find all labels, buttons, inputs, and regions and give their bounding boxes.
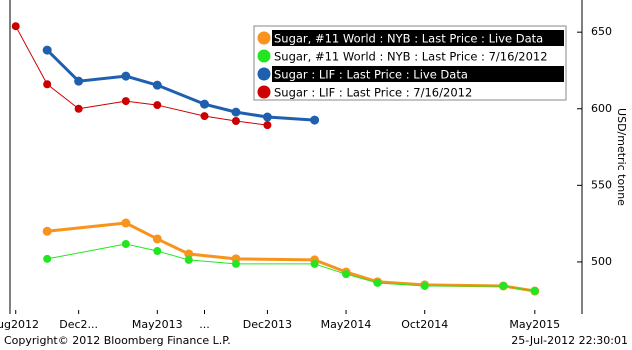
x-tick-label: May2014 bbox=[321, 318, 372, 331]
plot: 500 550 600 650 ug2012 Dec2... May2013... Dec20… bbox=[0, 22, 612, 331]
legend-swatch bbox=[257, 85, 271, 99]
legend: Sugar, #11 World : NYB : Last Price : Li… bbox=[253, 25, 567, 101]
data-point bbox=[184, 255, 193, 264]
x-tick-label: Dec2013 bbox=[243, 318, 292, 331]
data-point bbox=[153, 247, 162, 256]
x-tick-label: May2013 bbox=[132, 318, 183, 331]
data-point bbox=[121, 71, 131, 81]
data-point bbox=[121, 218, 131, 228]
series-line bbox=[46, 49, 315, 122]
legend-highlight bbox=[272, 66, 564, 82]
data-point bbox=[262, 112, 272, 122]
y-axis-title: USD/metric tonne bbox=[615, 108, 628, 206]
legend-swatch bbox=[257, 31, 271, 45]
data-point bbox=[231, 107, 241, 117]
legend-highlight bbox=[272, 30, 564, 46]
data-point bbox=[231, 117, 240, 126]
footer-timestamp: 25-Jul-2012 22:30:01 bbox=[511, 334, 628, 347]
data-point bbox=[11, 22, 20, 31]
footer-copyright: Copyright© 2012 Bloomberg Finance L.P. bbox=[4, 334, 231, 347]
x-tick-label: May2015 bbox=[509, 318, 560, 331]
data-point bbox=[121, 97, 130, 106]
data-point bbox=[263, 121, 272, 130]
data-point bbox=[310, 115, 320, 125]
legend-label: Sugar : LIF : Last Price : Live Data bbox=[274, 68, 468, 82]
y-tick-label: 600 bbox=[591, 102, 612, 115]
data-point bbox=[74, 76, 84, 86]
data-point bbox=[420, 281, 429, 290]
legend-label: Sugar, #11 World : NYB : Last Price : Li… bbox=[274, 32, 543, 46]
data-point bbox=[152, 234, 162, 244]
y-tick-label: 500 bbox=[591, 255, 612, 268]
x-tick-label: Dec2... bbox=[59, 318, 98, 331]
data-point bbox=[231, 259, 240, 268]
y-tick-label: 550 bbox=[591, 178, 612, 191]
legend-label: Sugar, #11 World : NYB : Last Price : 7/… bbox=[274, 50, 548, 64]
data-point bbox=[42, 226, 52, 236]
legend-label: Sugar : LIF : Last Price : 7/16/2012 bbox=[274, 86, 472, 100]
series-line bbox=[15, 25, 268, 126]
data-point bbox=[42, 45, 52, 55]
data-point bbox=[184, 249, 194, 259]
data-point bbox=[43, 80, 52, 89]
data-point bbox=[121, 240, 130, 249]
x-tick-label: ... bbox=[199, 318, 210, 331]
data-point bbox=[199, 99, 209, 109]
legend-swatch bbox=[257, 49, 271, 63]
data-point bbox=[499, 281, 508, 290]
data-point bbox=[310, 259, 319, 268]
data-point bbox=[373, 278, 382, 287]
x-tick-label: Oct2014 bbox=[401, 318, 448, 331]
data-point bbox=[152, 80, 162, 90]
data-point bbox=[342, 270, 351, 279]
data-point bbox=[153, 101, 162, 110]
data-point bbox=[43, 254, 52, 263]
data-point bbox=[530, 287, 539, 296]
x-tick-label: ug2012 bbox=[0, 318, 39, 331]
data-point bbox=[74, 104, 83, 113]
y-tick-label: 650 bbox=[591, 25, 612, 38]
legend-swatch bbox=[257, 67, 271, 81]
data-point bbox=[200, 112, 209, 121]
